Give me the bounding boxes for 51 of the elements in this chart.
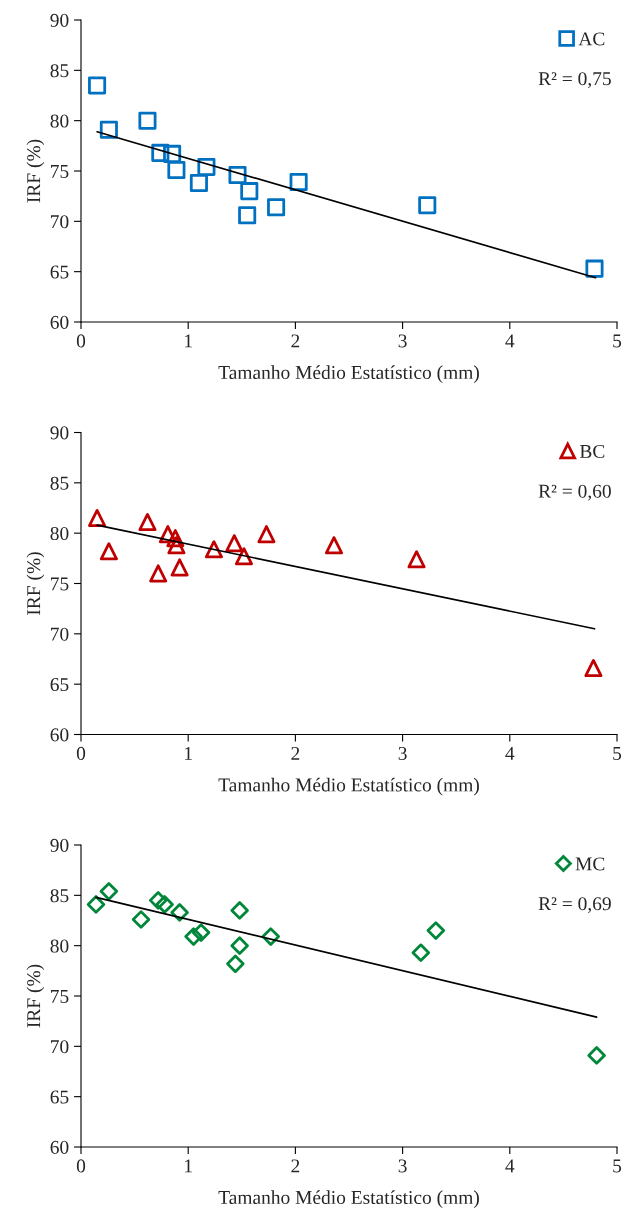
y-tick-label: 75: [51, 990, 69, 1003]
x-tick-label: 4: [505, 334, 515, 348]
y-tick-label: 75: [51, 577, 69, 591]
y-tick-label: 80: [50, 939, 69, 953]
y-tick-label: 85: [50, 64, 69, 78]
y-axis-title: IRF (%): [26, 964, 45, 1028]
x-tick-label: 5: [613, 334, 622, 348]
y-tick-label: 70: [51, 627, 69, 641]
x-tick-label: 2: [291, 334, 300, 348]
annotation: R² = 0,60: [538, 484, 611, 501]
y-tick-label: 80: [50, 114, 69, 128]
y-tick-label: 70: [51, 1040, 69, 1054]
y-tick-label: 90: [50, 13, 69, 27]
y-tick-label: 60: [50, 1140, 69, 1154]
annotation: R² = 0,69: [538, 897, 611, 914]
x-axis-title: Tamanho Médio Estatístico (mm): [218, 365, 479, 383]
x-tick-label: 5: [613, 747, 622, 760]
y-tick-label: 65: [50, 265, 69, 279]
x-tick-label: 3: [398, 746, 407, 760]
y-tick-label: 75: [51, 165, 69, 178]
y-tick-label: 85: [50, 476, 69, 490]
x-tick-label: 0: [76, 746, 86, 760]
x-tick-label: 5: [613, 1159, 622, 1173]
y-tick-label: 70: [51, 215, 69, 229]
x-tick-label: 2: [291, 746, 300, 760]
y-axis-title: IRF (%): [26, 139, 45, 203]
y-tick-label: 60: [50, 315, 69, 329]
x-tick-label: 2: [291, 1159, 300, 1173]
y-tick-label: 60: [50, 728, 69, 742]
x-axis-title: Tamanho Médio Estatístico (mm): [218, 777, 479, 796]
x-axis-title: Tamanho Médio Estatístico (mm): [218, 1190, 479, 1208]
x-tick-label: 1: [185, 1159, 192, 1173]
x-tick-label: 1: [185, 746, 192, 760]
x-tick-label: 0: [76, 1159, 86, 1173]
legend-label: BC: [579, 444, 605, 458]
y-tick-label: 90: [50, 838, 69, 852]
legend-label: AC: [578, 32, 605, 46]
x-tick-label: 4: [505, 747, 515, 760]
x-tick-label: 0: [76, 334, 86, 348]
y-tick-label: 65: [50, 678, 69, 692]
x-tick-label: 4: [505, 1159, 515, 1173]
y-axis-title: IRF (%): [26, 552, 45, 615]
y-tick-label: 65: [50, 1090, 69, 1104]
annotation: R² = 0,75: [538, 72, 611, 89]
y-tick-label: 90: [50, 426, 69, 440]
legend-label: MC: [575, 857, 605, 871]
x-tick-label: 1: [185, 334, 192, 348]
y-tick-label: 85: [50, 889, 69, 903]
x-tick-label: 3: [398, 334, 407, 348]
y-tick-label: 80: [50, 526, 69, 541]
x-tick-label: 3: [398, 1159, 407, 1173]
